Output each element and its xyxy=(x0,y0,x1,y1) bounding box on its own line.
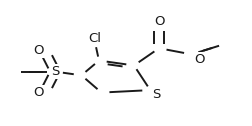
Text: S: S xyxy=(151,88,160,101)
Text: O: O xyxy=(193,53,204,66)
Text: O: O xyxy=(153,15,164,28)
Text: O: O xyxy=(33,86,44,99)
Text: O: O xyxy=(33,44,44,57)
Text: Cl: Cl xyxy=(88,33,101,45)
Text: S: S xyxy=(51,65,59,78)
